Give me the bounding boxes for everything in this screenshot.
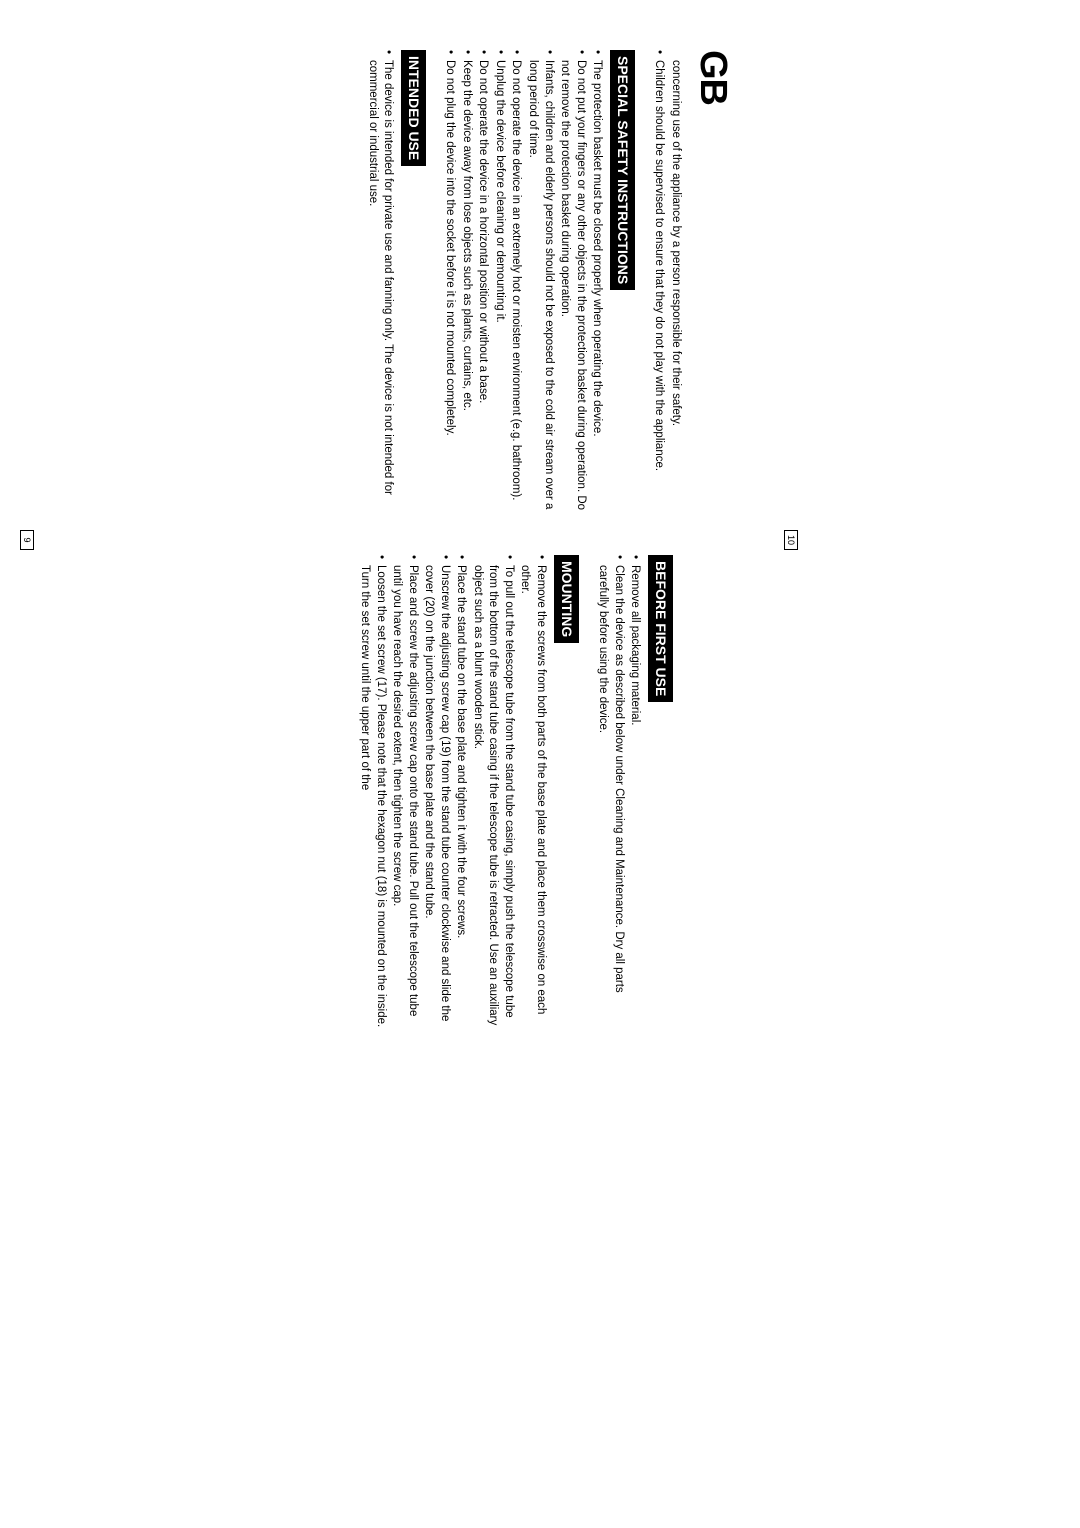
list-item: Children should be supervised to ensure … bbox=[651, 50, 667, 525]
list-item: Infants, children and elderly persons sh… bbox=[525, 50, 556, 525]
list-item: Unplug the device before cleaning or dem… bbox=[491, 50, 507, 525]
page-number: 9 bbox=[20, 530, 34, 550]
special-safety-list: The protection basket must be closed pro… bbox=[442, 50, 604, 525]
list-item: Do not operate the device in an extremel… bbox=[508, 50, 524, 525]
list-item: Remove all packaging material. bbox=[627, 555, 643, 1030]
intro-list: concerning use of the appliance by a per… bbox=[651, 50, 683, 525]
list-item: Loosen the set screw (17). Please note t… bbox=[356, 555, 387, 1030]
page-inner: GB concerning use of the appliance by a … bbox=[0, 0, 764, 1080]
mounting-list: Remove the screws from both parts of the… bbox=[356, 555, 547, 1030]
list-item: To pull out the telescope tube from the … bbox=[469, 555, 516, 1030]
heading-intended-use: INTENDED USE bbox=[401, 50, 426, 166]
list-item: concerning use of the appliance by a per… bbox=[667, 50, 683, 525]
intended-use-list: The device is intended for private use a… bbox=[364, 50, 395, 525]
list-item: Do not put your fingers or any other obj… bbox=[557, 50, 588, 525]
col-1: device can be placed on the telescope tu… bbox=[802, 50, 1080, 525]
page-inner: GB device can be placed on the telescope… bbox=[764, 0, 1080, 1080]
list-item: Clean the device as described below unde… bbox=[595, 555, 626, 1030]
list-item: Place and screw the adjusting screw cap … bbox=[389, 555, 420, 1030]
heading-before-first-use: BEFORE FIRST USE bbox=[648, 555, 673, 702]
col-2: BEFORE FIRST USE Remove all packaging ma… bbox=[38, 555, 683, 1030]
page-number: 10 bbox=[784, 530, 798, 550]
list-item: The device is intended for private use a… bbox=[364, 50, 395, 525]
col-2: OPERATION Plug the power plug (23) into … bbox=[802, 555, 1080, 1030]
list-item: Remove the screws from both parts of the… bbox=[517, 555, 548, 1030]
columns: device can be placed on the telescope tu… bbox=[802, 50, 1080, 1030]
list-item: Place the stand tube on the base plate a… bbox=[453, 555, 469, 1030]
heading-special-safety: SPECIAL SAFETY INSTRUCTIONS bbox=[610, 50, 635, 290]
list-item: Keep the device away from lose objects s… bbox=[458, 50, 474, 525]
page-9: GB concerning use of the appliance by a … bbox=[0, 0, 764, 1080]
list-item: Do not plug the device into the socket b… bbox=[442, 50, 458, 525]
gb-header: GB bbox=[691, 50, 734, 1030]
page-10: GB device can be placed on the telescope… bbox=[764, 0, 1080, 1080]
list-item: The protection basket must be closed pro… bbox=[589, 50, 605, 525]
heading-mounting: MOUNTING bbox=[554, 555, 579, 643]
list-item: Unscrew the adjusting screw cap (19) fro… bbox=[421, 555, 452, 1030]
columns: concerning use of the appliance by a per… bbox=[38, 50, 683, 1030]
col-1: concerning use of the appliance by a per… bbox=[38, 50, 683, 525]
before-first-use-list: Remove all packaging material.Clean the … bbox=[595, 555, 643, 1030]
list-item: Do not operate the device in a horizonta… bbox=[475, 50, 491, 525]
